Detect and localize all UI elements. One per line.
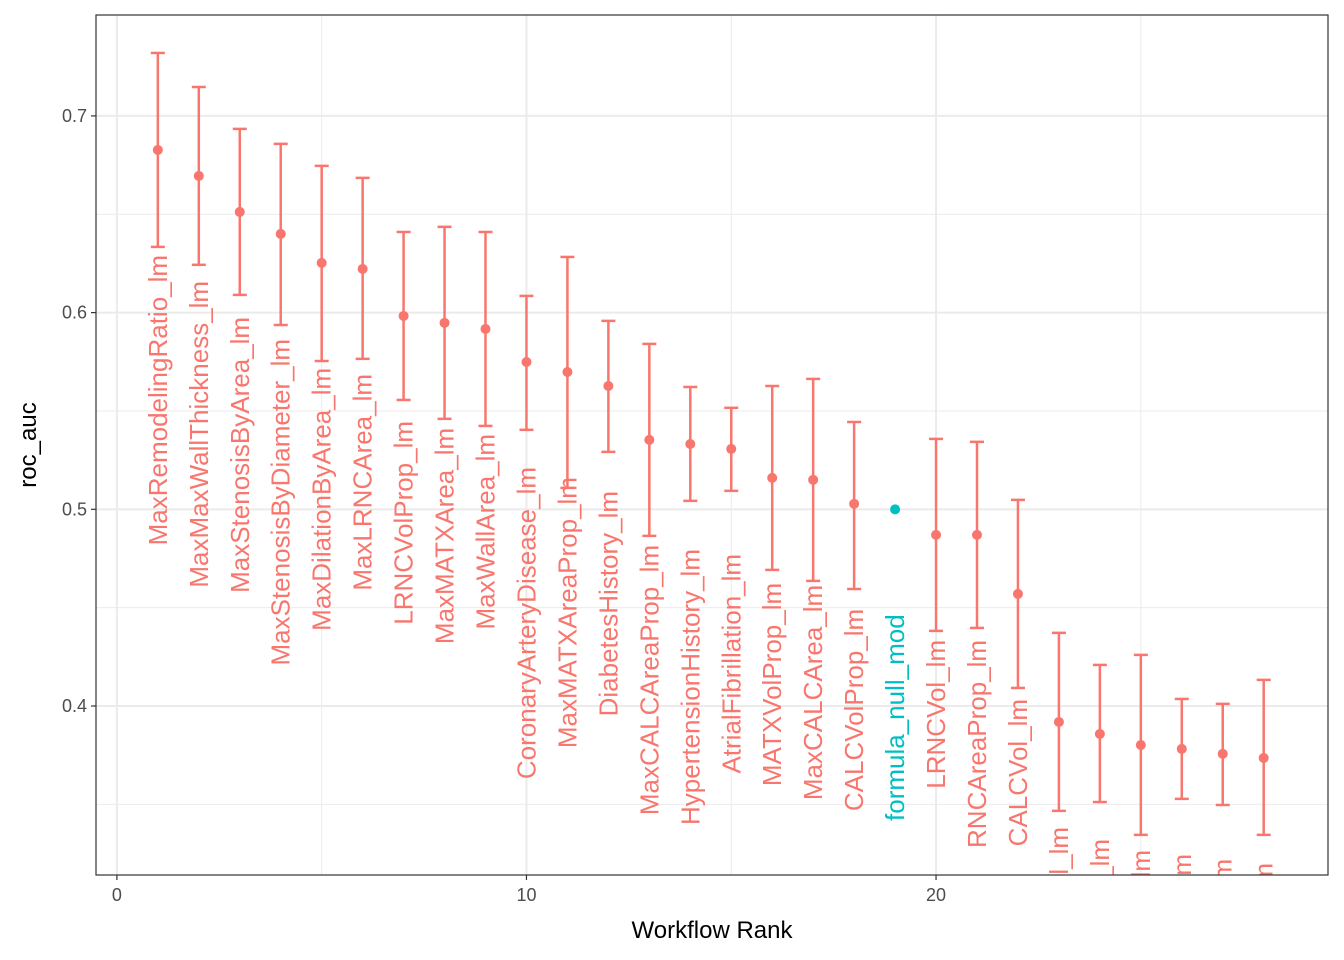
point	[316, 257, 327, 268]
point	[726, 443, 737, 454]
point	[193, 170, 204, 181]
point	[1053, 716, 1064, 727]
point	[152, 144, 163, 155]
point-label: MaxMATXAreaProp_lm	[552, 477, 582, 748]
point-label: MaxMATXArea_lm	[430, 428, 460, 644]
axes: 0.4 0.5 0.6 0.7 0 10 20	[62, 106, 946, 905]
y-tick-label: 0.6	[62, 303, 87, 323]
point	[521, 356, 532, 367]
point-label: CoronaryArteryDisease_lm	[511, 467, 541, 779]
panel	[96, 15, 1328, 875]
point-label: MaxCALCAreaProp_lm	[634, 545, 664, 815]
point-label: _lm	[1167, 854, 1197, 897]
marks: MaxRemodelingRatio_lm MaxMaxWallThickness…	[143, 51, 1279, 905]
y-tick-label: 0.7	[62, 106, 87, 126]
point-label: y_lm	[1085, 839, 1115, 894]
point	[1094, 728, 1105, 739]
x-tick-label: 20	[926, 885, 946, 905]
point-label: formula_null_mod	[880, 614, 910, 821]
point-label: RNCAreaProp_lm	[962, 640, 992, 848]
point	[685, 439, 696, 450]
point	[439, 317, 450, 328]
point	[1012, 588, 1023, 599]
point	[644, 434, 655, 445]
point	[1176, 743, 1187, 754]
point	[1258, 752, 1269, 763]
point	[808, 474, 819, 485]
y-axis-title: roc_auc	[15, 402, 42, 487]
point	[767, 472, 778, 483]
point	[1217, 748, 1228, 759]
point-label: CALCVolProp_lm	[839, 609, 869, 811]
point-label: HypertensionHistory_lm	[675, 549, 705, 825]
point-label: MaxRemodelingRatio_lm	[143, 255, 173, 545]
point-label: MaxLRNCArea_lm	[348, 374, 378, 591]
point-label: MaxWallArea_lm	[471, 434, 501, 630]
point	[480, 323, 491, 334]
point-label: lm	[1249, 863, 1279, 890]
point	[357, 263, 368, 274]
point-label: MaxMaxWallThickness_lm	[184, 281, 214, 588]
point	[1135, 739, 1146, 750]
point	[562, 367, 573, 378]
point-label: AtrialFibrillation_lm	[716, 554, 746, 774]
point-label: MATXVolProp_lm	[757, 583, 787, 786]
panel-border	[95, 14, 1329, 876]
point-label: MaxStenosisByDiameter_lm	[266, 339, 296, 666]
point-label: DiabetesHistory_lm	[593, 491, 623, 716]
point	[931, 529, 942, 540]
point-label: LRNCVolProp_lm	[389, 421, 419, 625]
y-tick-label: 0.4	[62, 696, 87, 716]
point	[234, 206, 245, 217]
x-tick-label: 10	[516, 885, 536, 905]
point-label: Vol_lm	[1044, 827, 1074, 905]
point	[849, 498, 860, 509]
point	[890, 504, 901, 515]
x-axis-title: Workflow Rank	[632, 917, 794, 944]
point	[971, 529, 982, 540]
point-label: CALCVol_lm	[1003, 699, 1033, 846]
point-label: lm	[1208, 859, 1238, 886]
point	[398, 310, 409, 321]
point-label: LRNCVol_lm	[921, 640, 951, 789]
point	[603, 380, 614, 391]
x-tick-label: 0	[112, 885, 122, 905]
point-label: MaxStenosisByArea_lm	[225, 317, 255, 593]
y-tick-label: 0.5	[62, 499, 87, 519]
point-label: l_lm	[1126, 850, 1156, 898]
point-label: MaxDilationByArea_lm	[307, 368, 337, 631]
point	[275, 228, 286, 239]
point-label: MaxCALCArea_lm	[798, 585, 828, 800]
